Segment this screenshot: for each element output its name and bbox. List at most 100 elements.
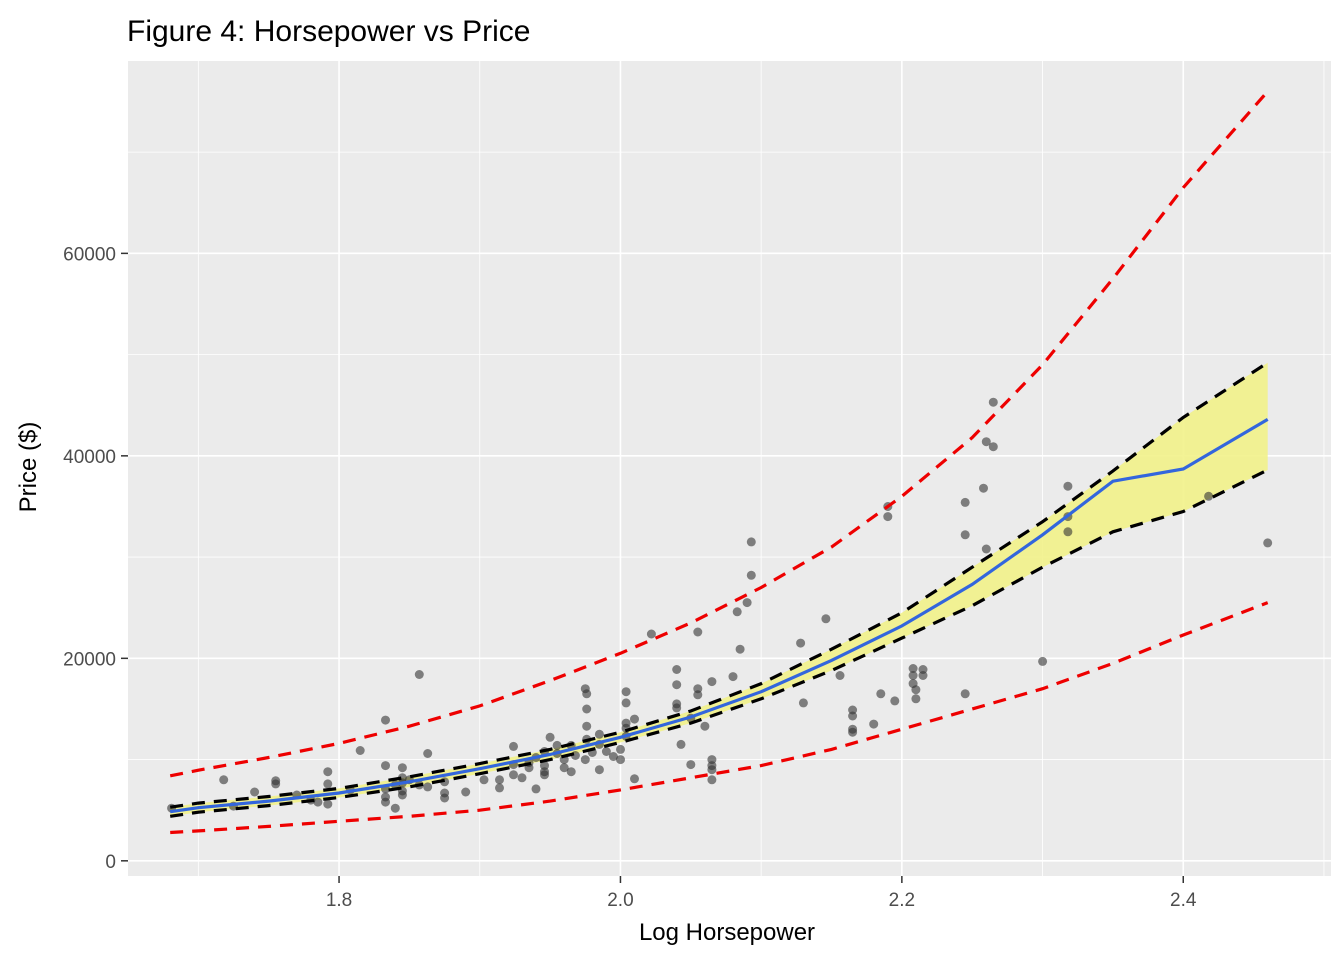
x-tick-label: 2.2 (889, 890, 915, 911)
data-point (732, 607, 742, 617)
data-point (646, 629, 656, 639)
data-point (672, 665, 682, 674)
data-point (911, 694, 921, 704)
data-point (742, 598, 752, 608)
data-point (381, 761, 390, 771)
data-point (582, 721, 592, 731)
lines-layer (169, 90, 1269, 835)
minor-grid (128, 61, 1331, 876)
data-point (735, 644, 745, 654)
data-point (397, 790, 407, 800)
data-point (323, 779, 333, 789)
data-point (250, 787, 260, 797)
data-point (672, 703, 682, 713)
data-point (908, 671, 918, 680)
data-point (988, 397, 998, 407)
chart-title: Figure 4: Horsepower vs Price (127, 15, 530, 48)
y-tick-label: 0 (105, 852, 116, 873)
data-point (981, 544, 991, 554)
confidence-upper-line (169, 361, 1269, 809)
data-point (414, 670, 424, 679)
data-point (423, 782, 433, 792)
data-point (479, 775, 489, 785)
x-axis: 1.8 2.0 2.2 2.4 (326, 876, 1197, 911)
confidence-lower-line (169, 468, 1269, 818)
data-point (1263, 538, 1273, 548)
y-tick-label: 20000 (63, 649, 116, 670)
data-point (848, 727, 858, 737)
data-point (381, 797, 390, 807)
data-point (594, 729, 604, 739)
data-point (495, 783, 504, 793)
data-point (869, 719, 879, 729)
data-point (566, 767, 576, 777)
data-point (440, 793, 450, 803)
data-point (601, 747, 611, 756)
data-point (509, 741, 518, 751)
points-layer (167, 397, 1273, 813)
x-tick-label: 1.8 (326, 890, 352, 911)
data-point (707, 775, 717, 785)
data-point (531, 784, 541, 794)
data-point (616, 755, 625, 765)
x-tick-label: 2.0 (607, 890, 633, 911)
data-point (798, 698, 808, 708)
data-point (693, 690, 703, 700)
data-point (594, 765, 604, 775)
data-point (461, 787, 471, 797)
data-point (672, 680, 682, 690)
data-point (621, 698, 631, 708)
data-point (630, 774, 639, 784)
data-point (390, 803, 400, 813)
data-point (908, 664, 918, 673)
data-point (219, 775, 229, 785)
data-point (746, 570, 756, 580)
data-point (918, 671, 928, 680)
prediction-upper-line (169, 90, 1269, 778)
data-point (559, 763, 569, 773)
data-point (796, 638, 806, 648)
data-point (700, 721, 710, 731)
data-point (582, 704, 592, 714)
data-point (988, 442, 998, 452)
data-point (876, 689, 886, 699)
fit-line (169, 418, 1269, 814)
data-point (1063, 481, 1073, 491)
data-point (540, 770, 549, 780)
data-point (552, 740, 562, 750)
data-point (707, 677, 717, 687)
x-tick-label: 2.4 (1170, 890, 1197, 911)
data-point (545, 732, 555, 742)
data-point (979, 483, 988, 493)
data-point (1204, 491, 1214, 501)
data-point (835, 671, 845, 680)
data-point (848, 711, 858, 721)
data-point (509, 770, 518, 780)
data-point (355, 746, 365, 755)
data-point (323, 767, 333, 777)
data-point (423, 749, 433, 758)
data-point (608, 752, 618, 761)
data-point (397, 763, 407, 773)
data-point (621, 687, 631, 697)
data-point (1063, 527, 1073, 537)
data-point (890, 696, 900, 706)
y-axis-label: Price ($) (15, 422, 42, 513)
data-point (960, 497, 970, 507)
data-point (582, 689, 592, 699)
data-point (686, 760, 696, 770)
data-point (381, 715, 390, 725)
data-point (1038, 656, 1048, 666)
data-point (981, 437, 991, 447)
data-point (271, 776, 281, 786)
data-point (517, 773, 527, 783)
data-point (728, 672, 738, 682)
data-point (323, 799, 333, 809)
data-point (693, 627, 703, 637)
data-point (495, 775, 504, 785)
y-tick-label: 40000 (63, 447, 116, 468)
data-point (821, 614, 831, 624)
data-point (707, 765, 717, 775)
y-axis: 0 20000 40000 60000 (63, 244, 128, 873)
